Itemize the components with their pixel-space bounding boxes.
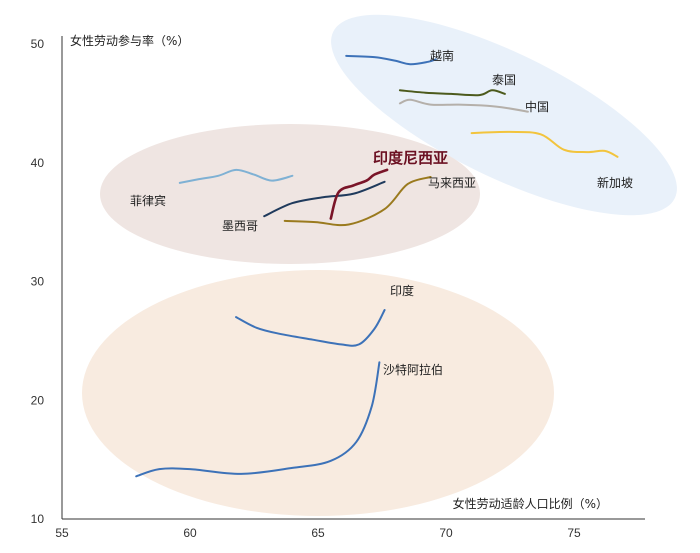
series-line-malaysia [283, 176, 432, 227]
x-tick-label: 75 [567, 526, 581, 540]
x-tick-label: 60 [183, 526, 197, 540]
series-line-singapore [470, 130, 619, 158]
y-tick-label: 50 [31, 37, 45, 51]
cluster-ellipses [82, 14, 677, 516]
y-tick-labels: 10 20 30 40 50 [31, 37, 45, 526]
series-line-china [398, 98, 529, 113]
series-line-mexico [263, 180, 386, 218]
axes: 10 20 30 40 50 55 60 65 70 75 女性劳动参与率（%）… [31, 33, 645, 540]
series-label-vietnam: 越南 [430, 48, 454, 63]
series-label-thailand: 泰国 [492, 73, 516, 87]
y-axis-title: 女性劳动参与率（%） [70, 33, 189, 48]
series-line-indonesia [329, 168, 389, 220]
series-label-indonesia: 印度尼西亚 [373, 149, 448, 167]
series-line-india [235, 309, 386, 347]
x-tick-label: 65 [311, 526, 325, 540]
series-line-philippines [178, 168, 294, 184]
cluster-ellipse-india-saudi [82, 270, 554, 516]
series-label-saudi-arabia: 沙特阿拉伯 [383, 362, 443, 377]
series-lines [135, 54, 619, 478]
x-tick-label: 70 [439, 526, 453, 540]
x-tick-labels: 55 60 65 70 75 [55, 526, 581, 540]
x-axis-title: 女性劳动适龄人口比例（%） [453, 496, 608, 511]
series-label-china: 中国 [525, 99, 549, 114]
cluster-ellipse-southeast-asia-china [331, 14, 677, 216]
y-tick-label: 40 [31, 156, 45, 170]
series-label-mexico: 墨西哥 [222, 219, 258, 233]
y-tick-label: 20 [31, 393, 45, 407]
cluster-ellipse-emerging [100, 124, 480, 264]
series-line-vietnam [345, 54, 437, 66]
series-line-thailand [398, 89, 506, 97]
series-labels: 越南 泰国 中国 新加坡 菲律宾 墨西哥 印度尼西亚 马来西亚 印度 沙特阿拉伯 [130, 48, 633, 377]
series-label-singapore: 新加坡 [597, 175, 633, 190]
series-label-malaysia: 马来西亚 [428, 176, 476, 190]
series-label-philippines: 菲律宾 [130, 193, 166, 208]
y-tick-label: 10 [31, 512, 45, 526]
x-tick-label: 55 [55, 526, 69, 540]
series-label-india: 印度 [390, 283, 414, 298]
series-line-saudi-arabia [135, 361, 381, 478]
y-tick-label: 30 [31, 275, 45, 289]
